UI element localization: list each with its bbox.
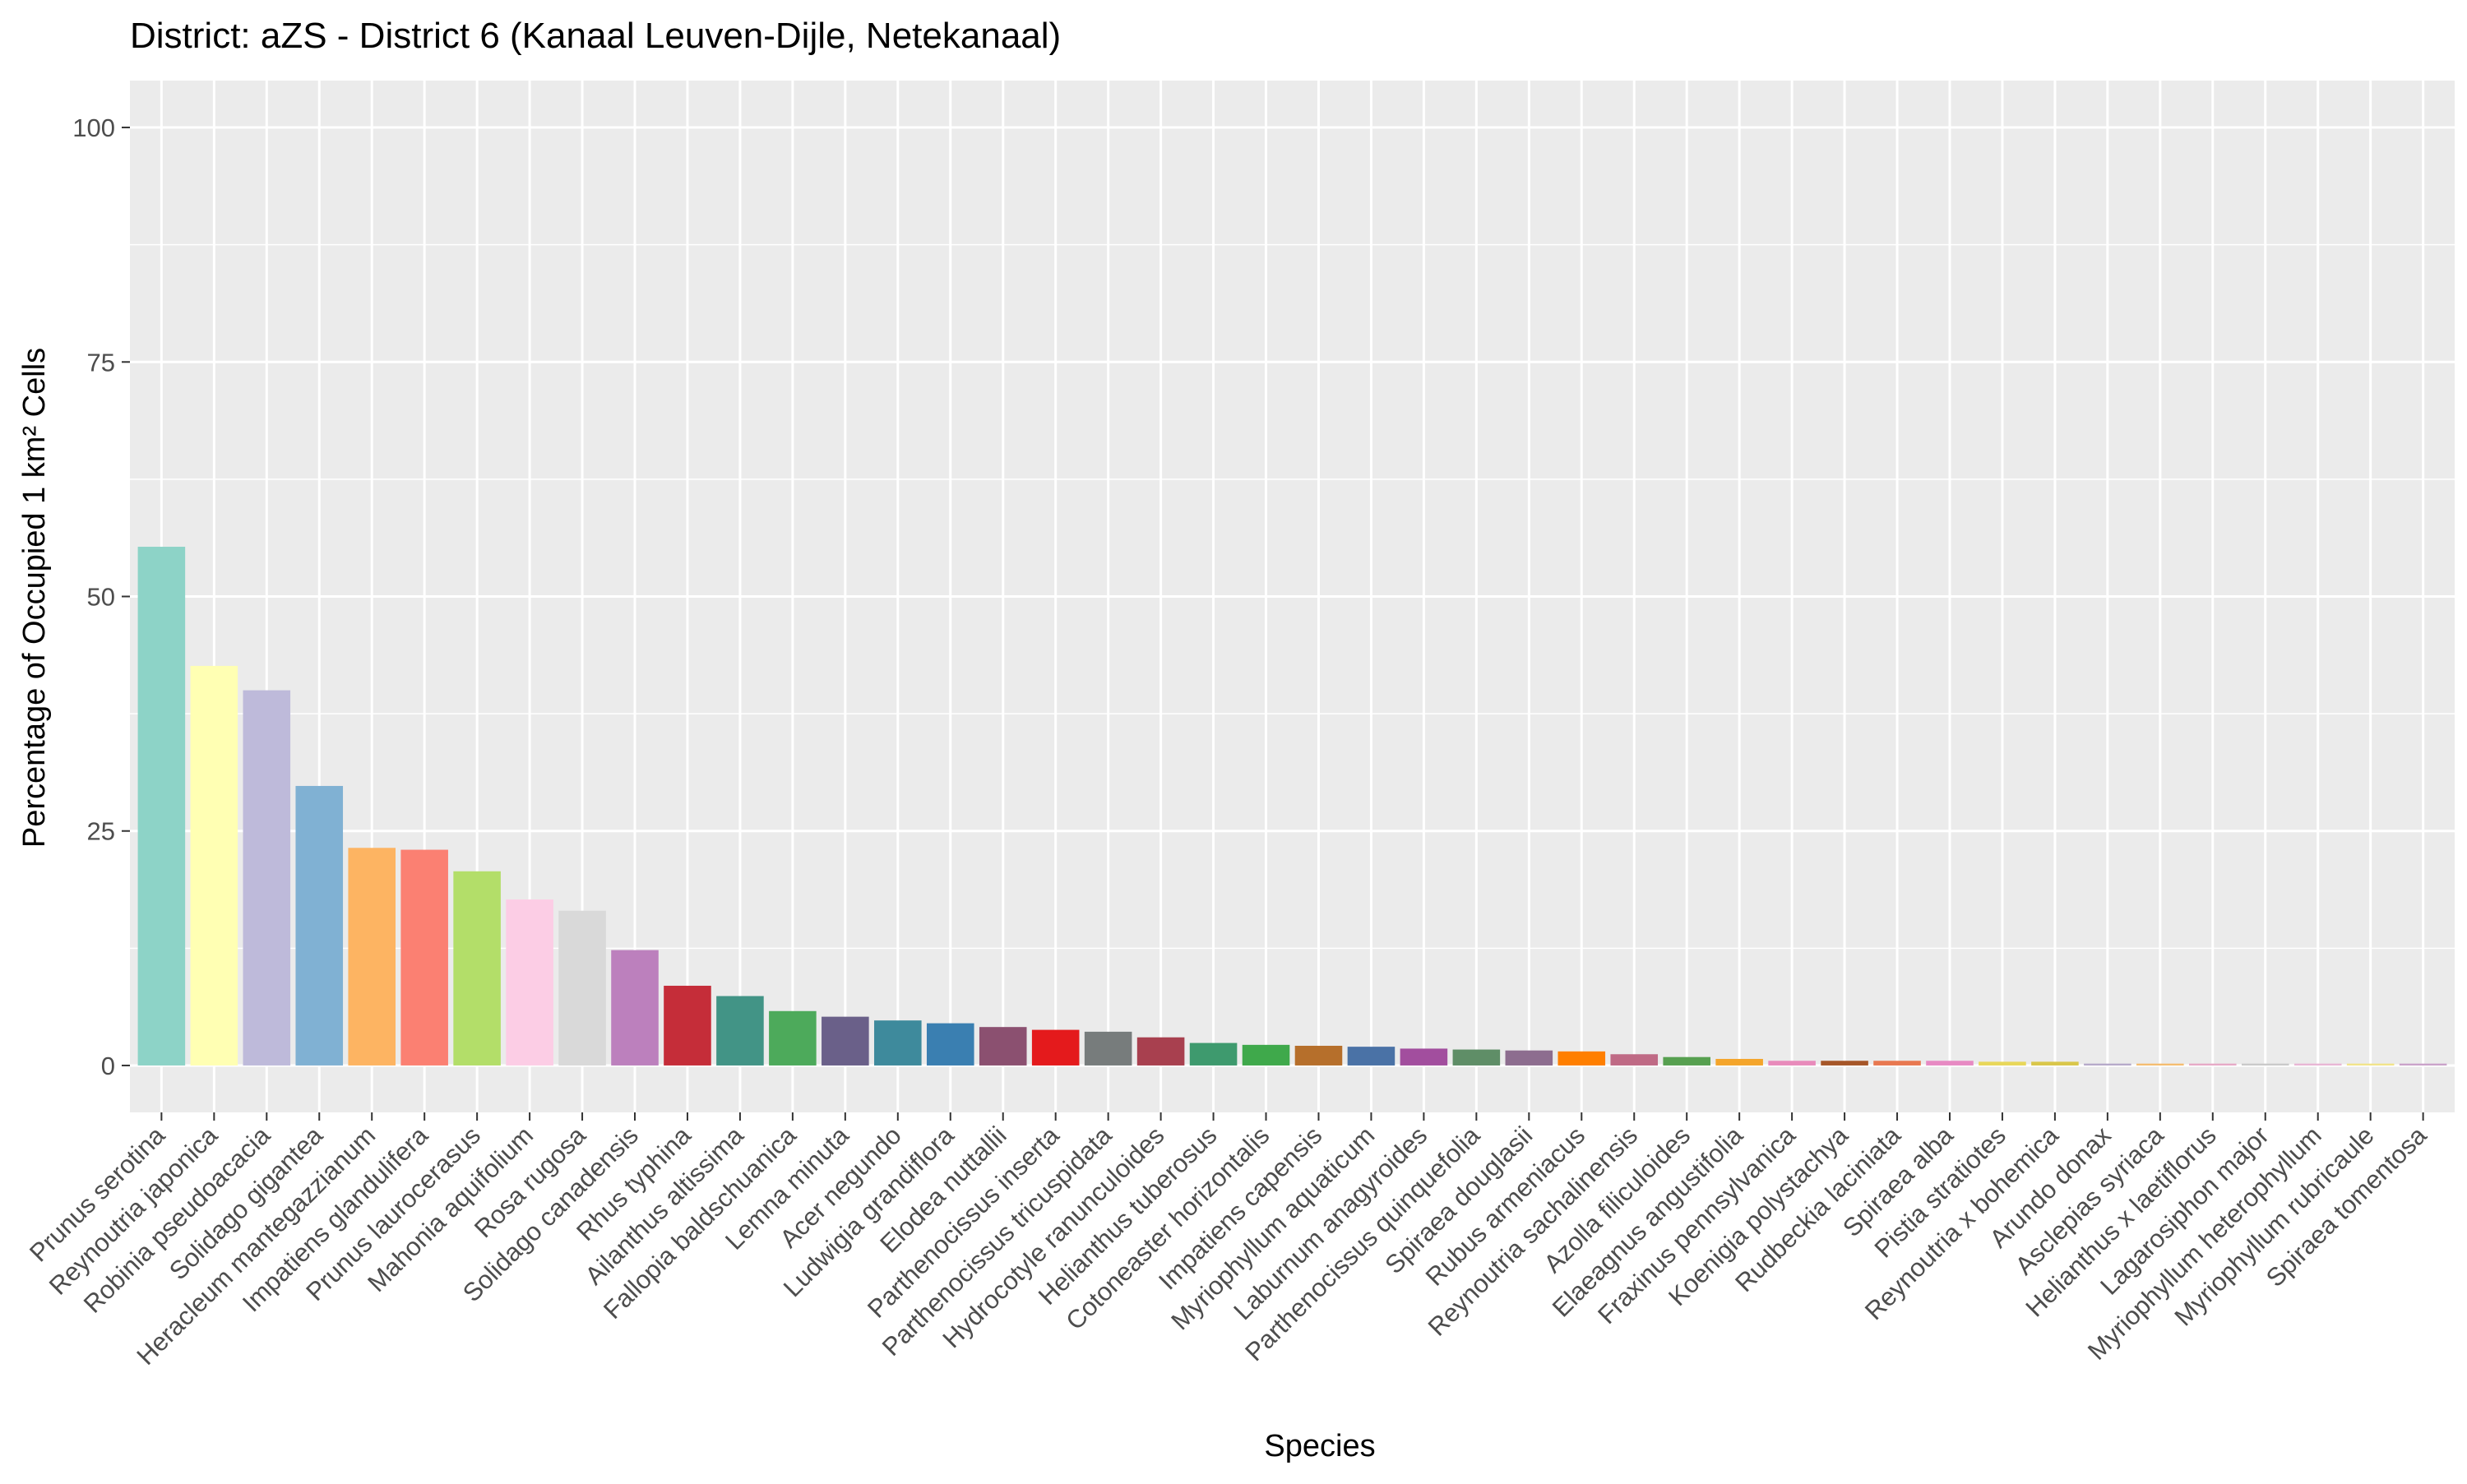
bar [137,547,186,1066]
y-tick-label: 100 [72,113,115,142]
bar [1821,1061,1868,1066]
bar [453,871,501,1066]
bar [1400,1048,1448,1066]
bar [1557,1051,1606,1066]
bar [1715,1058,1763,1066]
bar [190,665,238,1066]
bar [1768,1061,1816,1066]
bar [2399,1063,2447,1066]
bar [558,910,606,1066]
bar [2189,1063,2237,1066]
bar [1452,1049,1501,1066]
bar [1505,1050,1553,1066]
bar [1136,1037,1185,1066]
bar [716,996,764,1066]
y-tick-label: 0 [101,1052,115,1080]
x-axis-label: Species [1264,1429,1375,1463]
bar [2346,1063,2395,1066]
bar [1189,1042,1238,1066]
bar [611,950,659,1066]
bar [874,1020,922,1066]
y-tick-label: 75 [87,348,115,377]
bar [1663,1056,1710,1066]
bar [2031,1061,2079,1066]
bar [295,785,344,1066]
bar [769,1010,817,1066]
bar [979,1027,1027,1066]
bar [664,985,711,1066]
y-tick-label: 25 [87,817,115,846]
bar [2084,1063,2131,1066]
bar [1294,1045,1343,1066]
bar [1979,1061,2026,1066]
bar [926,1023,974,1066]
bar [1926,1061,1974,1066]
bar [1610,1054,1659,1066]
bar [2293,1063,2342,1066]
bar [1031,1029,1080,1066]
bar [2136,1063,2184,1066]
bar [243,690,291,1066]
bar [506,899,553,1066]
y-axis-label: Percentage of Occupied 1 km² Cells [17,348,52,848]
bar [1242,1044,1290,1066]
bar [1084,1031,1132,1066]
bar [400,849,448,1066]
bar [1873,1061,1921,1066]
y-tick-label: 50 [87,583,115,612]
bar [348,848,396,1066]
chart-title: District: aZS - District 6 (Kanaal Leuve… [130,16,1061,56]
bar [2241,1063,2289,1066]
bar [822,1016,869,1066]
bar [1347,1047,1395,1066]
